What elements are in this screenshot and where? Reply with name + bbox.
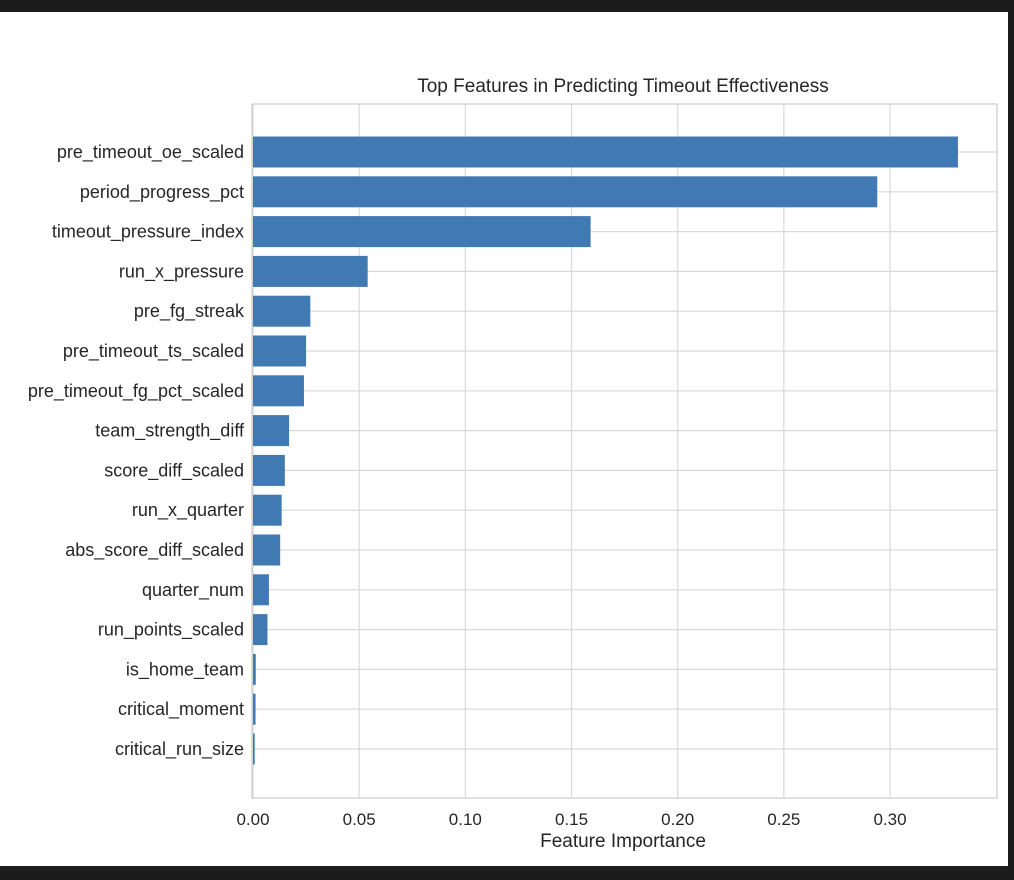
x-tick-label: 0.10 — [449, 810, 482, 829]
bar-run-x-pressure — [253, 255, 368, 287]
bar-run-x-quarter — [253, 494, 282, 526]
y-tick-label: abs_score_diff_scaled — [65, 540, 244, 561]
bar-quarter-num — [253, 574, 269, 606]
y-tick-label: team_strength_diff — [95, 421, 245, 442]
y-tick-label: run_x_pressure — [119, 261, 244, 282]
y-tick-label: quarter_num — [142, 580, 244, 601]
bar-abs-score-diff-scaled — [253, 534, 281, 566]
y-tick-label: run_x_quarter — [132, 500, 244, 521]
y-tick-label: run_points_scaled — [98, 620, 244, 641]
plot-frame — [251, 103, 998, 799]
bar-critical-run-size — [253, 733, 255, 765]
bar-timeout-pressure-index — [253, 216, 591, 248]
chart-title: Top Features in Predicting Timeout Effec… — [417, 76, 829, 97]
y-tick-label: pre_timeout_oe_scaled — [57, 142, 244, 163]
bar-pre-fg-streak — [253, 295, 311, 327]
bar-period-progress-pct — [253, 176, 878, 208]
y-tick-labels: pre_timeout_oe_scaled period_progress_pct… — [28, 142, 245, 760]
y-tick-label: critical_moment — [118, 699, 244, 720]
bar-is-home-team — [253, 653, 256, 685]
y-tick-label: pre_timeout_ts_scaled — [63, 341, 244, 362]
bar-pre-timeout-fg-pct-scaled — [253, 375, 304, 407]
y-tick-label: pre_timeout_fg_pct_scaled — [28, 381, 244, 402]
x-tick-label: 0.25 — [767, 810, 800, 829]
x-tick-label: 0.05 — [343, 810, 376, 829]
y-tick-label: pre_fg_streak — [134, 301, 245, 322]
feature-importance-chart: Top Features in Predicting Timeout Effec… — [28, 76, 998, 852]
y-tick-label: is_home_team — [126, 659, 244, 680]
y-tick-label: timeout_pressure_index — [52, 222, 244, 243]
chart-frame: Top Features in Predicting Timeout Effec… — [0, 12, 1008, 866]
x-tick-label: 0.30 — [873, 810, 906, 829]
y-tick-label: score_diff_scaled — [104, 460, 244, 481]
x-axis-label: Feature Importance — [540, 831, 706, 852]
bar-pre-timeout-oe-scaled — [253, 136, 958, 168]
x-tick-label: 0.00 — [236, 810, 269, 829]
bars — [253, 136, 958, 765]
bar-critical-moment — [253, 693, 256, 725]
bar-score-diff-scaled — [253, 454, 285, 486]
y-tick-label: critical_run_size — [115, 739, 244, 760]
y-tick-label: period_progress_pct — [80, 182, 244, 203]
bar-pre-timeout-ts-scaled — [253, 335, 307, 367]
grid — [252, 104, 997, 798]
x-tick-label: 0.20 — [661, 810, 694, 829]
x-tick-label: 0.15 — [555, 810, 588, 829]
bar-team-strength-diff — [253, 415, 290, 447]
x-tick-labels: 0.00 0.05 0.10 0.15 0.20 0.25 0.30 — [236, 810, 906, 829]
bar-run-points-scaled — [253, 614, 268, 646]
